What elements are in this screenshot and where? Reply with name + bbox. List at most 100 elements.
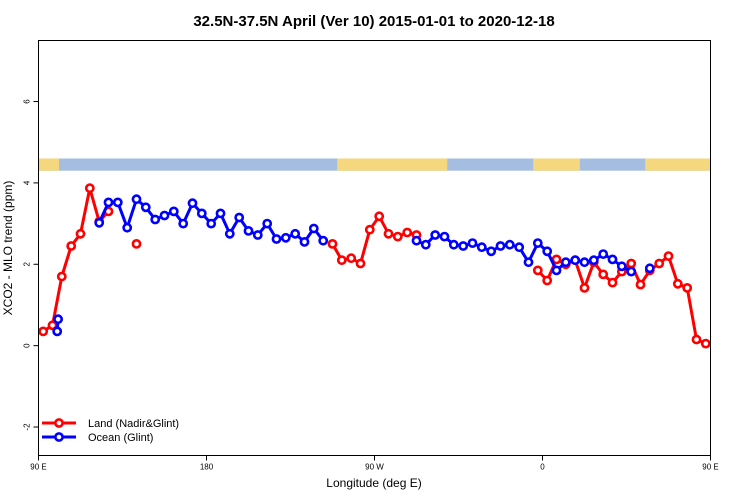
- data-point: [206, 218, 217, 229]
- y-tick-label: 6: [23, 99, 32, 104]
- data-point: [458, 241, 469, 251]
- data-point: [579, 282, 590, 293]
- data-point: [654, 258, 665, 269]
- data-point: [150, 214, 161, 225]
- legend-marker: [54, 418, 64, 428]
- y-axis: -2 0 2 4 6: [23, 99, 39, 431]
- data-point: [551, 254, 562, 265]
- series-line: [42, 186, 110, 333]
- data-point: [495, 241, 506, 251]
- data-point: [735, 328, 742, 335]
- data-point: [439, 231, 450, 242]
- y-tick-label: 4: [23, 180, 32, 185]
- data-point: [187, 198, 198, 209]
- data-point: [532, 238, 543, 248]
- legend-marker: [54, 432, 64, 442]
- data-point: [560, 257, 571, 268]
- data-point: [308, 223, 319, 234]
- data-point: [682, 282, 693, 293]
- data-point: [346, 253, 357, 264]
- data-point: [38, 326, 49, 337]
- y-tick-label: -2: [23, 423, 32, 431]
- data-point: [740, 273, 747, 280]
- x-tick-label: 180: [200, 463, 214, 472]
- data-point: [327, 238, 338, 249]
- data-point: [504, 239, 515, 250]
- data-point: [644, 263, 655, 274]
- data-point: [635, 279, 646, 290]
- land-strip-segment: [645, 158, 711, 171]
- data-point: [691, 334, 702, 345]
- land-strip-segment: [533, 158, 580, 171]
- data-point: [598, 249, 609, 259]
- plot-area: [38, 183, 747, 349]
- data-point: [52, 326, 63, 337]
- plot-frame: [38, 40, 711, 456]
- data-point: [570, 255, 581, 266]
- series-ocean: [52, 194, 743, 337]
- y-tick-label: 0: [23, 343, 32, 348]
- data-point: [103, 197, 114, 208]
- data-point: [616, 261, 627, 272]
- land-ocean-strip: [38, 158, 711, 171]
- data-point: [721, 328, 728, 335]
- data-point: [542, 246, 553, 257]
- data-point: [224, 228, 235, 239]
- data-point: [626, 266, 637, 277]
- data-point: [299, 236, 310, 247]
- data-point: [588, 255, 599, 266]
- data-point: [486, 246, 497, 257]
- data-point: [579, 257, 590, 268]
- data-point: [392, 231, 403, 242]
- data-point: [551, 265, 562, 276]
- data-point: [364, 224, 375, 235]
- data-point: [159, 210, 170, 221]
- x-axis: 90 E 180 90 W 0 90 E: [30, 455, 719, 472]
- data-point: [168, 206, 179, 217]
- y-tick-label: 2: [23, 262, 32, 267]
- data-point: [262, 218, 273, 229]
- data-point: [476, 242, 487, 253]
- data-point: [420, 239, 431, 250]
- x-tick-label: 90 E: [30, 463, 46, 472]
- data-point: [243, 225, 254, 236]
- data-point: [736, 316, 743, 323]
- data-point: [53, 314, 63, 325]
- data-point: [607, 277, 618, 288]
- data-point: [402, 227, 413, 238]
- x-tick-label: 0: [540, 463, 545, 472]
- data-point: [271, 234, 282, 244]
- legend-label: Ocean (Glint): [88, 432, 153, 444]
- data-point: [663, 251, 674, 261]
- data-point: [280, 232, 291, 243]
- series-line: [331, 214, 417, 265]
- data-point: [84, 183, 95, 194]
- land-strip-segment: [337, 158, 448, 171]
- data-point: [140, 202, 151, 213]
- x-tick-label: 90 W: [365, 463, 384, 472]
- data-point: [94, 217, 105, 228]
- data-point: [234, 212, 245, 223]
- data-point: [178, 218, 189, 229]
- data-point: [430, 230, 441, 240]
- data-point: [56, 271, 67, 282]
- data-point: [598, 269, 609, 280]
- data-point: [374, 211, 385, 222]
- data-point: [318, 235, 329, 246]
- data-point: [383, 228, 394, 239]
- data-point: [66, 241, 77, 251]
- series-line: [536, 254, 711, 347]
- data-point: [523, 257, 534, 268]
- x-tick-label: 90 E: [702, 463, 718, 472]
- data-point: [196, 208, 207, 219]
- data-point: [607, 254, 618, 265]
- data-point: [131, 194, 142, 205]
- data-point: [467, 238, 478, 248]
- legend: Land (Nadir&Glint) Ocean (Glint): [42, 418, 179, 444]
- data-point: [514, 242, 525, 253]
- data-point: [252, 230, 263, 240]
- data-point: [355, 258, 366, 269]
- data-point: [47, 320, 58, 331]
- series-line: [739, 319, 740, 331]
